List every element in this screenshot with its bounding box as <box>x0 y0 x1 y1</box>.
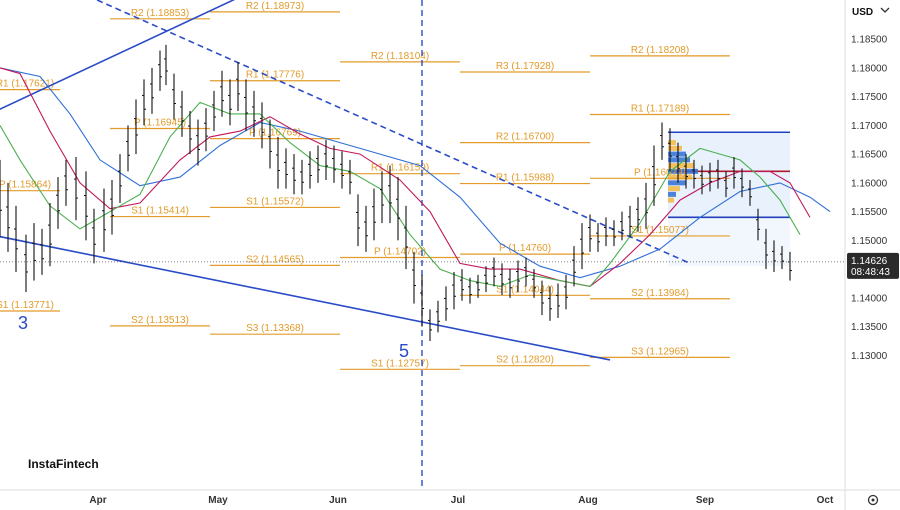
wave-label: 5 <box>399 341 409 361</box>
pivot-level-label: R2 (1.18104) <box>371 51 429 62</box>
pivot-level-label: S1 (1.15572) <box>246 196 304 207</box>
month-label: May <box>208 495 228 506</box>
y-tick-label: 1.15000 <box>851 236 888 247</box>
y-tick-label: 1.16500 <box>851 150 888 161</box>
pivot-level-label: R2 (1.16700) <box>496 132 554 143</box>
y-tick-label: 1.15500 <box>851 207 888 218</box>
y-tick-label: 1.13000 <box>851 351 888 362</box>
pivot-level-label: P (1.16945) <box>134 118 186 129</box>
pivot-level-label: P (1.16079) <box>634 167 686 178</box>
month-label: Jul <box>451 495 466 506</box>
volume-profile-bar <box>668 140 676 146</box>
volume-profile-bar <box>668 180 686 186</box>
pivot-level-label: R3 (1.17928) <box>496 61 554 72</box>
time-axis[interactable]: Apr May Jun Jul Aug Sep Oct <box>89 495 834 506</box>
volume-profile-bar <box>668 157 690 163</box>
volume-profile-bar <box>668 151 686 157</box>
pivot-level-label: R1 (1.17776) <box>246 70 304 81</box>
wave-label: 3 <box>18 313 28 333</box>
pivot-level-label: S1 (1.14044) <box>496 284 554 295</box>
pivot-level-label: P (1.16769) <box>249 128 301 139</box>
pivot-level-label: P (1.14760) <box>499 243 551 254</box>
pivot-level-label: S3 (1.13368) <box>246 323 304 334</box>
pivot-level-label: S2 (1.13513) <box>131 315 189 326</box>
pivot-level-label: R1 (1.17621) <box>0 79 54 90</box>
pivot-levels: R1 (1.17621) P (1.15864) S1 (1.13771) R2 (1… <box>0 1 730 370</box>
trendlines: 35 <box>0 0 691 490</box>
brand-name: InstaFintech <box>28 457 99 471</box>
moving-averages <box>0 67 831 288</box>
y-tick-label: 1.17500 <box>851 92 888 103</box>
gear-icon <box>867 494 879 506</box>
month-label: Oct <box>817 495 834 506</box>
volume-profile-bar <box>668 191 676 197</box>
chevron-down-icon <box>880 7 890 13</box>
trendline <box>0 235 611 361</box>
volume-profile-bar <box>668 168 698 174</box>
moving-average-line <box>0 67 811 287</box>
pivot-level-label: S2 (1.14565) <box>246 254 304 265</box>
y-tick-label: 1.16000 <box>851 178 888 189</box>
volume-profile-bar <box>668 145 682 151</box>
settings-button[interactable] <box>867 494 879 506</box>
pivot-level-label: S1 (1.15077) <box>631 225 689 236</box>
pivot-level-label: R1 (1.16159) <box>371 163 429 174</box>
pivot-level-label: S1 (1.12757) <box>371 358 429 369</box>
month-label: Jun <box>329 495 347 506</box>
trendline <box>0 0 236 111</box>
month-label: Aug <box>578 495 597 506</box>
pivot-level-label: R2 (1.18973) <box>246 1 304 12</box>
pivot-level-label: R2 (1.18853) <box>131 8 189 19</box>
month-label: Apr <box>89 495 106 506</box>
price-bars <box>0 44 792 341</box>
brand-logo: InstaFintech <box>28 457 99 471</box>
pivot-level-label: S2 (1.13984) <box>631 288 689 299</box>
volume-profile-bar <box>668 197 674 203</box>
volume-profile-bar <box>668 186 680 192</box>
pivot-level-label: P (1.14702) <box>374 246 426 257</box>
pivot-level-label: S3 (1.12965) <box>631 346 689 357</box>
currency-label: USD <box>852 7 873 18</box>
volume-profile-bar <box>668 174 692 180</box>
last-price-value: 1.14626 <box>851 256 888 267</box>
y-tick-label: 1.13500 <box>851 322 888 333</box>
moving-average-line <box>0 67 831 279</box>
y-tick-label: 1.17000 <box>851 121 888 132</box>
moving-average-line <box>0 101 801 288</box>
month-label: Sep <box>696 495 714 506</box>
price-axis[interactable]: 1.18500 1.18000 1.17500 1.17000 1.16500 1.160… <box>851 35 888 362</box>
pivot-level-label: S1 (1.13771) <box>0 300 54 311</box>
bar-countdown: 08:48:43 <box>851 267 890 278</box>
y-tick-label: 1.18000 <box>851 63 888 74</box>
last-price-tag <box>847 252 899 279</box>
volume-profile-box <box>668 131 790 267</box>
pivot-level-label: S2 (1.12820) <box>496 355 554 366</box>
pivot-level-label: R1 (1.17189) <box>631 103 689 114</box>
currency-button[interactable]: USD <box>852 7 890 18</box>
y-tick-label: 1.18500 <box>851 35 888 46</box>
pivot-level-label: R2 (1.18208) <box>631 45 689 56</box>
volume-profile-bar <box>668 163 694 169</box>
pivot-level-label: P (1.15864) <box>0 180 51 191</box>
gear-icon-center <box>871 498 875 502</box>
pivot-level-label: S1 (1.15414) <box>131 206 189 217</box>
y-tick-label: 1.14000 <box>851 293 888 304</box>
pivot-level-label: R1 (1.15988) <box>496 173 554 184</box>
